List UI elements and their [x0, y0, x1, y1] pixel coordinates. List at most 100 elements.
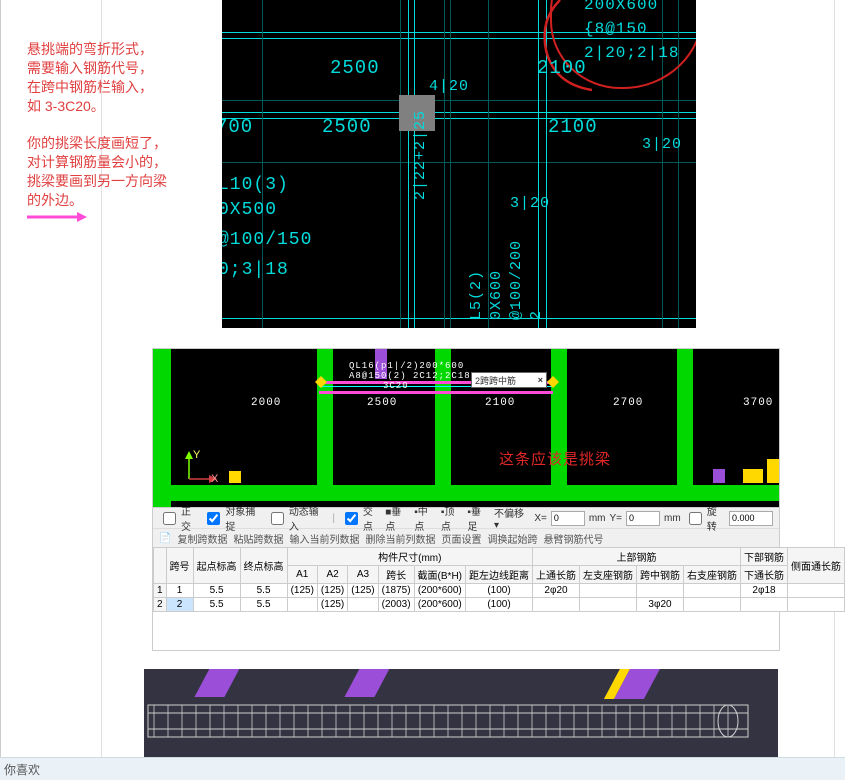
footer-like-text: 你喜欢 — [4, 761, 40, 778]
mm2: mm — [664, 513, 681, 524]
cmd-page[interactable]: 页面设置 — [441, 531, 481, 546]
dim-700: 700 — [222, 116, 253, 138]
table-row[interactable]: 2 2 5.5 5.5 (125) (2003) (200*600) (100)… — [154, 598, 845, 612]
cmd-input[interactable]: 输入当前列数据 — [289, 531, 359, 546]
span-data-table: 跨号 起点标高 终点标高 构件尺寸(mm) 上部钢筋 下部钢筋 侧面通长筋 A1… — [153, 547, 845, 612]
dim-2100: 2100 — [537, 57, 587, 79]
near-btn[interactable]: ▪垂足 — [467, 503, 490, 533]
h-dist[interactable]: 距左边线距离 — [466, 566, 533, 584]
annotation-block-1: 悬挑端的弯折形式， 需要输入钢筋代号， 在跨中钢筋栏输入， 如 3-3C20。 — [27, 40, 153, 116]
mid-btn[interactable]: ▪中点 — [414, 503, 437, 533]
left-0318: 0;3|18 — [222, 260, 289, 280]
perp-btn[interactable]: ■垂点 — [385, 503, 410, 533]
annotation-arrow-icon — [27, 212, 87, 222]
d2000: 2000 — [251, 397, 281, 409]
footer-like-bar: 你喜欢 — [0, 757, 845, 780]
axis-y: Y — [193, 449, 200, 461]
left-0x500: 0X500 — [222, 200, 277, 220]
rotate-input[interactable] — [729, 511, 773, 526]
dim-2100b: 2100 — [548, 116, 598, 138]
label-2l22: 2|22+2|25 — [412, 110, 429, 200]
d3700: 3700 — [743, 397, 773, 409]
popup-close-icon[interactable]: × — [538, 375, 543, 385]
label-4l20: 4|20 — [429, 78, 469, 95]
anno2-l1: 你的挑梁长度画短了， — [27, 135, 167, 151]
d2100: 2100 — [485, 397, 515, 409]
left-100-150: @100/150 — [222, 230, 312, 250]
orth-toggle[interactable]: 正交 — [159, 503, 199, 533]
anno2-l4: 的外边。 — [27, 192, 83, 208]
cmd-delete[interactable]: 删除当前列数据 — [365, 531, 435, 546]
h-side[interactable]: 侧面通长筋 — [788, 548, 845, 584]
cad-elevation-view: QL16(p1|/2)200*600 A8@150(2) 2C12;2C18 3… — [153, 349, 779, 507]
label-3l20a: 3|20 — [642, 136, 682, 153]
dyn-toggle[interactable]: 动态输入 — [267, 503, 327, 533]
cross-toggle[interactable]: 交点 — [341, 503, 381, 533]
offset-select[interactable]: 不偏移 ▾ — [494, 505, 530, 531]
annotation-block-2: 你的挑梁长度画短了， 对计算钢筋量会小的， 挑梁要画到另一方向梁 的外边。 — [27, 134, 167, 210]
x-label: X= — [534, 513, 547, 524]
h-midr[interactable]: 跨中钢筋 — [637, 566, 684, 584]
right-100-200: @100/200 — [508, 240, 525, 320]
h-left[interactable]: 左支座钢筋 — [580, 566, 637, 584]
cmd-swap[interactable]: 调换起始跨 — [487, 531, 537, 546]
anno1-l3: 在跨中钢筋栏输入， — [27, 79, 153, 95]
rebar-3d-icon — [144, 697, 778, 757]
cad-3d-view — [144, 669, 778, 757]
cad-elevation-panel: QL16(p1|/2)200*600 A8@150(2) 2C12;2C18 3… — [152, 348, 780, 651]
axis-x: X — [211, 473, 218, 485]
label-3l20b: 3|20 — [510, 195, 550, 212]
snap-toolbar: 正交 对象捕捉 动态输入 | 交点 ■垂点 ▪中点 ▪顶点 ▪垂足 不偏移 ▾ … — [153, 507, 779, 528]
y-label: Y= — [610, 513, 623, 524]
left-l10: L10(3) — [222, 175, 289, 195]
right-2: 2 — [528, 310, 545, 320]
h-bot[interactable]: 下部钢筋 — [741, 548, 788, 566]
beam-end-marker-icon — [547, 375, 559, 387]
right-0x600: 0X600 — [488, 270, 505, 320]
y-input[interactable] — [626, 511, 660, 526]
h-len[interactable]: 跨长 — [378, 566, 414, 584]
anno1-l1: 悬挑端的弯折形式， — [27, 41, 153, 57]
cad2-red-note: 这条应该是挑梁 — [499, 448, 611, 469]
x-input[interactable] — [551, 511, 585, 526]
rebar-8-150: {8@150 — [584, 20, 648, 38]
cad2-label-top: QL16(p1|/2)200*600 — [349, 361, 464, 371]
dim-2500b: 2500 — [322, 116, 372, 138]
cmd-cant[interactable]: 悬臂钢筋代号 — [543, 531, 603, 546]
h-dim[interactable]: 构件尺寸(mm) — [287, 548, 532, 566]
h-span[interactable]: 跨号 — [166, 548, 193, 584]
h-a3[interactable]: A3 — [348, 566, 378, 584]
h-a2[interactable]: A2 — [317, 566, 347, 584]
mm1: mm — [589, 513, 606, 524]
cmd-copy[interactable]: 复制跨数据 — [177, 531, 227, 546]
doc-icon: 📄 — [159, 533, 171, 544]
h-s2[interactable]: 终点标高 — [240, 548, 287, 584]
h-bt[interactable]: 下通长筋 — [741, 566, 788, 584]
end-btn[interactable]: ▪顶点 — [441, 503, 464, 533]
popup-text: 2跨跨中筋 — [475, 374, 516, 387]
rotate-toggle[interactable]: 旋转 — [685, 503, 725, 533]
anno1-l2: 需要输入钢筋代号， — [27, 60, 153, 76]
d2700: 2700 — [613, 397, 643, 409]
h-right[interactable]: 右支座钢筋 — [684, 566, 741, 584]
h-s1[interactable]: 起点标高 — [193, 548, 240, 584]
anno2-l3: 挑梁要画到另一方向梁 — [27, 173, 167, 189]
rebar-200x600: 200X600 — [584, 0, 658, 14]
h-top[interactable]: 上部钢筋 — [533, 548, 741, 566]
table-row[interactable]: 1 1 5.5 5.5 (125) (125) (125) (1875) (20… — [154, 584, 845, 598]
cmd-paste[interactable]: 粘贴跨数据 — [233, 531, 283, 546]
rebar-popup[interactable]: 2跨跨中筋 × — [471, 372, 547, 388]
cad-plan-view: 2500 2100 2500 2100 700 4|20 3|20 3|20 2… — [222, 0, 696, 328]
d2500: 2500 — [367, 397, 397, 409]
h-sect[interactable]: 截面(B*H) — [414, 566, 465, 584]
rebar-2l20: 2|20;2|18 — [584, 44, 679, 62]
dim-2500: 2500 — [330, 57, 380, 79]
right-l5: L5(2) — [468, 270, 485, 320]
anno2-l2: 对计算钢筋量会小的， — [27, 154, 167, 170]
h-tt[interactable]: 上通长筋 — [533, 566, 580, 584]
h-a1[interactable]: A1 — [287, 566, 317, 584]
anno1-l4: 如 3-3C20。 — [27, 98, 105, 114]
cad2-label-mid: A8@150(2) 2C12;2C18 — [349, 371, 471, 381]
axis-indicator: Y X — [183, 451, 217, 488]
snap-toggle[interactable]: 对象捕捉 — [203, 503, 263, 533]
